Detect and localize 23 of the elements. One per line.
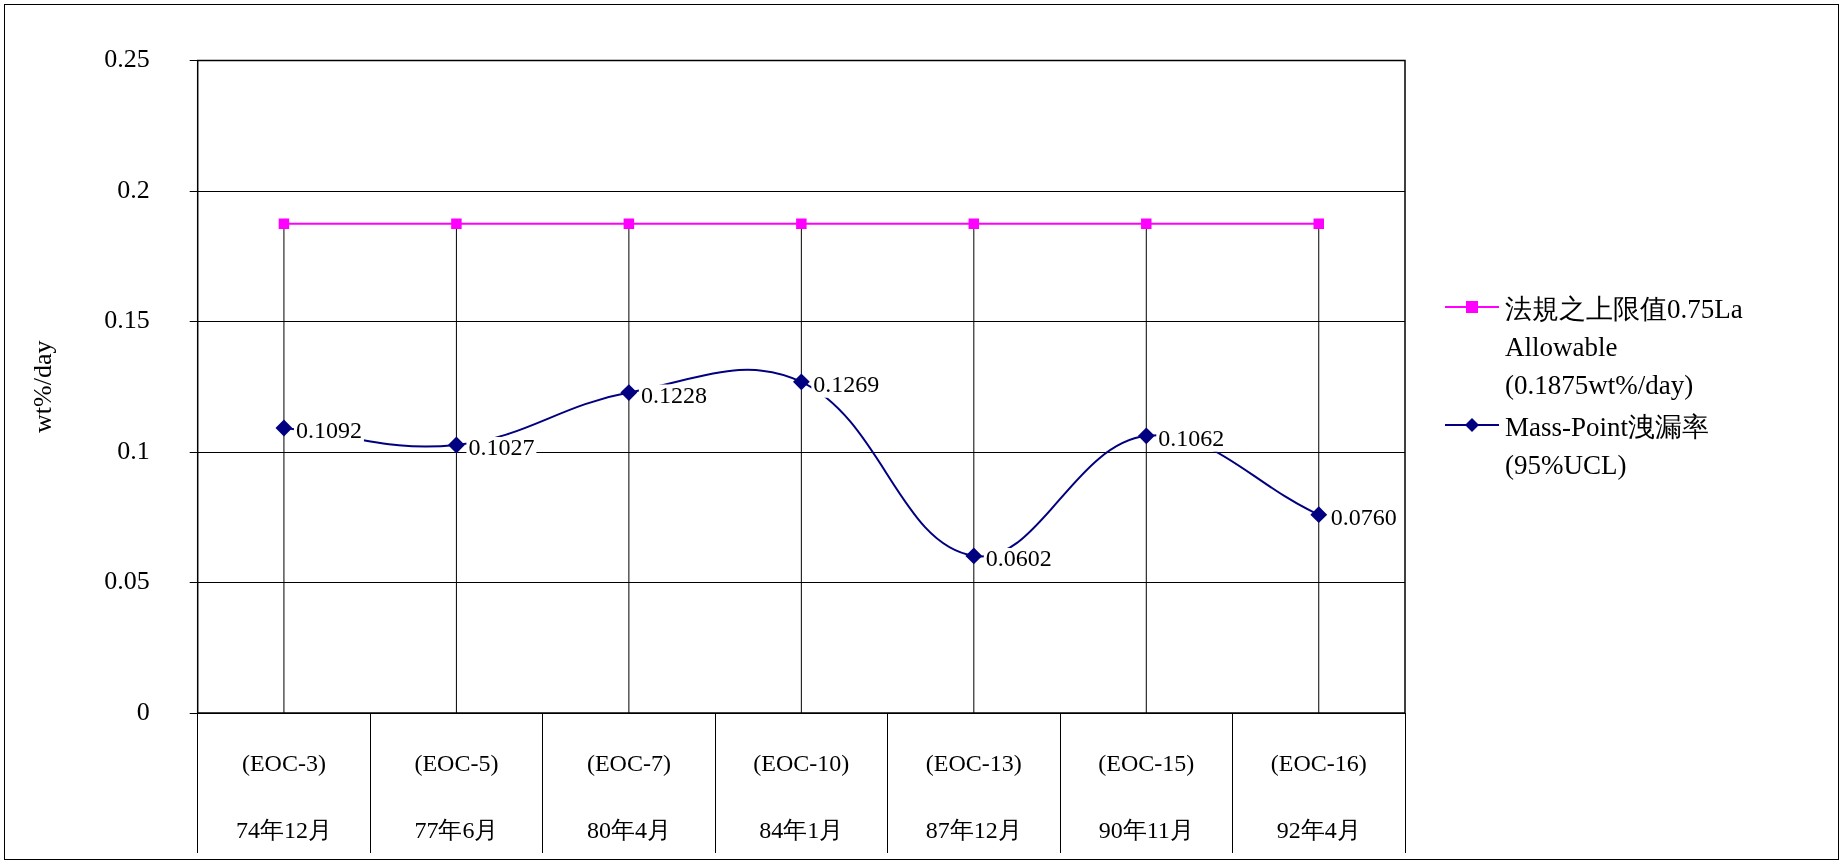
data-label: 0.1092	[295, 417, 362, 444]
legend-label: Mass-Point洩漏率 (95%UCL)	[1505, 411, 1710, 482]
category-label: (EOC-16) 92年4月	[1270, 749, 1367, 844]
y-axis-title: wt%/day	[28, 340, 58, 434]
y-tick-label: 0.05	[104, 566, 150, 596]
category-label: (EOC-10) 84年1月	[753, 749, 850, 844]
category-label: (EOC-13) 87年12月	[925, 749, 1022, 844]
data-label: 0.1062	[1158, 425, 1225, 452]
y-tick-label: 0.25	[104, 44, 150, 74]
data-label: 0.0760	[1330, 503, 1397, 530]
category-label: (EOC-15) 90年11月	[1098, 749, 1195, 844]
y-tick-label: 0	[136, 696, 150, 726]
data-label: 0.0602	[985, 545, 1052, 572]
category-label: (EOC-5) 77年6月	[414, 749, 499, 844]
category-label: (EOC-3) 74年12月	[235, 749, 332, 844]
y-tick-label: 0.2	[117, 174, 150, 204]
y-tick-label: 0.15	[104, 305, 150, 335]
category-label: (EOC-7) 80年4月	[586, 749, 671, 844]
data-label: 0.1269	[813, 371, 880, 398]
data-label: 0.1228	[640, 381, 707, 408]
y-tick-label: 0.1	[117, 435, 150, 465]
data-label: 0.1027	[468, 434, 535, 461]
legend-label: 法規之上限值0.75La Allowable (0.1875wt%/day)	[1505, 293, 1743, 402]
